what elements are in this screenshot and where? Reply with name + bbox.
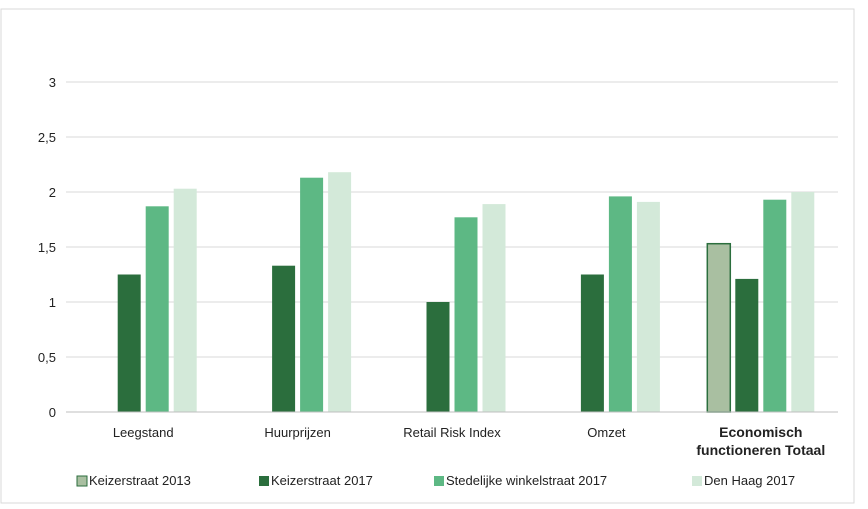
bar-den-haag-2017	[482, 204, 506, 412]
bar-keizerstraat-2013	[706, 242, 732, 413]
bars	[117, 172, 815, 413]
x-tick-label: Leegstand	[113, 425, 174, 440]
legend-swatch	[434, 476, 444, 486]
legend-label: Den Haag 2017	[704, 473, 795, 488]
legend-swatch	[259, 476, 269, 486]
bar-den-haag-2017	[173, 188, 197, 412]
bar-keizerstraat-2017	[117, 274, 141, 412]
y-axis-ticks: 0 0,5 1 1,5 2 2,5 3	[38, 75, 56, 420]
bar-keizerstraat-2017	[426, 302, 450, 412]
legend: Keizerstraat 2013 Keizerstraat 2017 Stedel…	[76, 473, 795, 488]
bar-stedelijke-winkelstraat-2017	[145, 206, 169, 412]
y-tick-label: 2,5	[38, 130, 56, 145]
bar-stedelijke-winkelstraat-2017	[608, 196, 632, 412]
x-tick-label: functioneren Totaal	[696, 442, 825, 458]
bar-stedelijke-winkelstraat-2017	[300, 177, 324, 412]
x-tick-label: Economisch	[719, 424, 802, 440]
bar-den-haag-2017	[636, 201, 660, 412]
x-axis-ticks: Leegstand Huurprijzen Retail Risk Index Omz…	[113, 424, 825, 458]
legend-label: Stedelijke winkelstraat 2017	[446, 473, 607, 488]
legend-label: Keizerstraat 2013	[89, 473, 191, 488]
y-tick-label: 0	[49, 405, 56, 420]
y-tick-label: 2	[49, 185, 56, 200]
y-tick-label: 3	[49, 75, 56, 90]
bar-keizerstraat-2017	[735, 278, 759, 412]
legend-swatch	[692, 476, 702, 486]
bar-den-haag-2017	[791, 192, 815, 412]
legend-label: Keizerstraat 2017	[271, 473, 373, 488]
x-tick-label: Retail Risk Index	[403, 425, 501, 440]
bar-keizerstraat-2017	[272, 265, 296, 412]
y-tick-label: 1	[49, 295, 56, 310]
x-tick-label: Huurprijzen	[264, 425, 330, 440]
bar-den-haag-2017	[328, 172, 352, 412]
bar-keizerstraat-2017	[580, 274, 604, 412]
x-tick-label: Omzet	[587, 425, 626, 440]
y-tick-label: 0,5	[38, 350, 56, 365]
bar-stedelijke-winkelstraat-2017	[454, 217, 478, 412]
y-tick-label: 1,5	[38, 240, 56, 255]
legend-swatch	[76, 475, 88, 487]
bar-stedelijke-winkelstraat-2017	[763, 199, 787, 412]
